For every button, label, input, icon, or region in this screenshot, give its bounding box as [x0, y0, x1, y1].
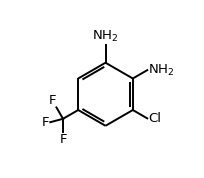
- Text: F: F: [42, 116, 49, 129]
- Text: NH$_2$: NH$_2$: [148, 63, 174, 78]
- Text: Cl: Cl: [148, 112, 161, 125]
- Text: F: F: [48, 94, 56, 107]
- Text: NH$_2$: NH$_2$: [92, 29, 119, 44]
- Text: F: F: [59, 133, 67, 146]
